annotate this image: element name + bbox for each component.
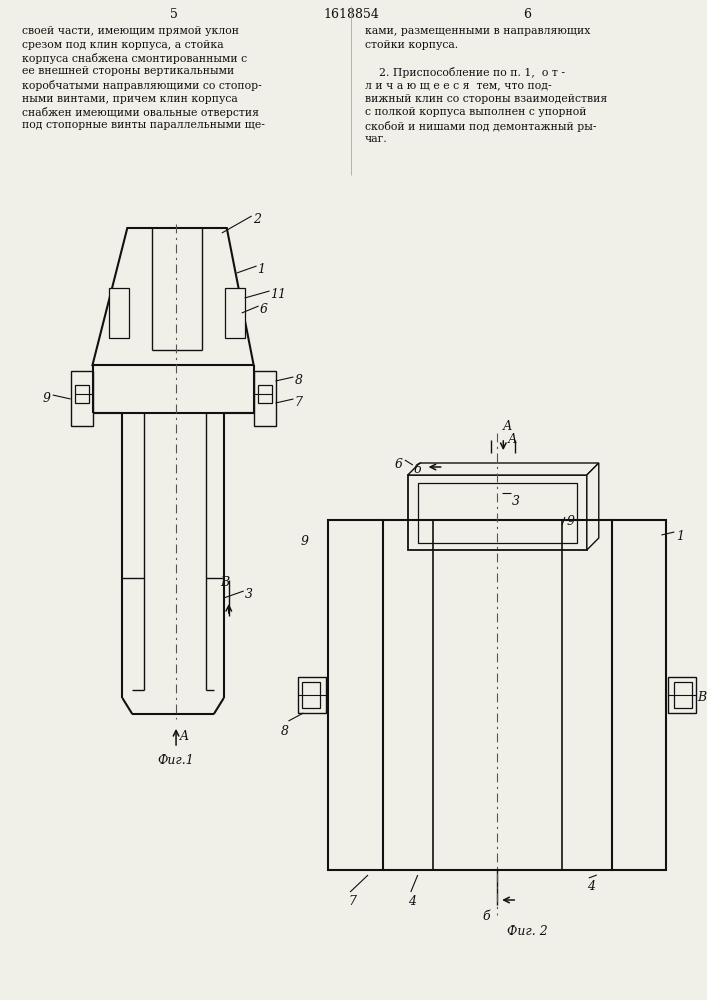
Text: под стопорные винты параллельными ще-: под стопорные винты параллельными ще- [22, 120, 264, 130]
Text: вижный клин со стороны взаимодействия: вижный клин со стороны взаимодействия [365, 94, 607, 104]
Text: стойки корпуса.: стойки корпуса. [365, 39, 458, 49]
Bar [75, 385, 88, 403]
Text: A: A [180, 730, 189, 744]
Bar [225, 288, 245, 338]
Bar [71, 371, 93, 426]
Text: срезом под клин корпуса, а стойка: срезом под клин корпуса, а стойка [22, 39, 223, 49]
Text: 6: 6 [523, 7, 531, 20]
Text: ками, размещенными в направляющих: ками, размещенными в направляющих [365, 26, 590, 36]
Text: чаг.: чаг. [365, 134, 387, 144]
Text: л и ч а ю щ е е с я  тем, что под-: л и ч а ю щ е е с я тем, что под- [365, 80, 551, 90]
Text: 9: 9 [300, 535, 308, 548]
Text: Фиг. 2: Фиг. 2 [507, 925, 547, 938]
Polygon shape [328, 520, 383, 870]
Polygon shape [93, 228, 254, 365]
Text: коробчатыми направляющими со стопор-: коробчатыми направляющими со стопор- [22, 80, 262, 91]
Polygon shape [408, 463, 599, 475]
Text: 7: 7 [348, 895, 356, 908]
Text: ными винтами, причем клин корпуса: ными винтами, причем клин корпуса [22, 94, 238, 104]
Text: б: б [482, 910, 490, 923]
Text: ее внешней стороны вертикальными: ее внешней стороны вертикальными [22, 66, 234, 77]
Text: своей части, имеющим прямой уклон: своей части, имеющим прямой уклон [22, 26, 239, 36]
Text: 3: 3 [245, 588, 252, 601]
Bar [303, 682, 320, 708]
Text: А: А [503, 420, 512, 433]
Bar [298, 677, 326, 713]
Text: 5: 5 [170, 7, 178, 20]
Text: 9: 9 [42, 392, 51, 405]
Text: 4: 4 [587, 880, 595, 893]
Text: 8: 8 [294, 374, 303, 387]
Bar [408, 475, 587, 550]
Text: Фиг.1: Фиг.1 [158, 754, 194, 767]
Text: снабжен имеющими овальные отверстия: снабжен имеющими овальные отверстия [22, 107, 259, 118]
Bar [668, 677, 696, 713]
Polygon shape [612, 520, 667, 870]
Text: с полкой корпуса выполнен с упорной: с полкой корпуса выполнен с упорной [365, 107, 587, 117]
Polygon shape [587, 463, 599, 550]
Text: скобой и нишами под демонтажный ры-: скобой и нишами под демонтажный ры- [365, 120, 597, 131]
Text: 3: 3 [513, 495, 520, 508]
Text: В: В [698, 691, 707, 704]
Text: 6: 6 [259, 303, 268, 316]
Text: В: В [220, 576, 229, 589]
Bar [254, 371, 276, 426]
Bar [674, 682, 692, 708]
Bar [110, 288, 129, 338]
Text: 2. Приспособление по п. 1,  о т -: 2. Приспособление по п. 1, о т - [365, 66, 565, 78]
Text: 1618854: 1618854 [323, 7, 379, 20]
Text: 6: 6 [395, 458, 403, 471]
Text: 7: 7 [294, 396, 303, 409]
Bar [418, 483, 577, 543]
Text: 1: 1 [257, 263, 266, 276]
Text: б: б [414, 463, 421, 476]
Text: А: А [507, 433, 517, 446]
Text: 11: 11 [271, 288, 286, 301]
Text: 4: 4 [408, 895, 416, 908]
Bar [257, 385, 271, 403]
Text: 2: 2 [252, 213, 261, 226]
Text: корпуса снабжена смонтированными с: корпуса снабжена смонтированными с [22, 53, 247, 64]
Text: 9: 9 [567, 515, 575, 528]
Text: 8: 8 [281, 725, 288, 738]
Text: 1: 1 [677, 530, 684, 543]
